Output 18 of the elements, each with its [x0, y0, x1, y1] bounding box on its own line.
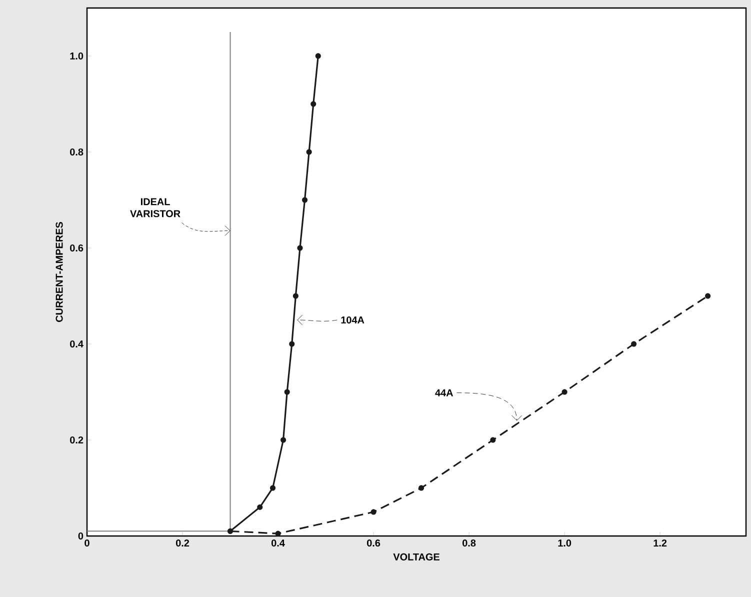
x-axis-title: VOLTAGE: [393, 553, 440, 560]
x-tick-label: 0.8: [462, 540, 476, 547]
text: IDEAL VARISTOR: [130, 198, 180, 218]
x-tick-label: 0.4: [271, 540, 285, 547]
y-tick-label: 0: [78, 532, 84, 540]
x-tick-label: 0.2: [176, 540, 190, 547]
x-tick-label: 1.0: [558, 540, 572, 547]
annotation: 104A: [341, 316, 364, 324]
y-tick-label: 0.8: [70, 148, 84, 156]
y-tick-label: 0.2: [70, 436, 84, 444]
x-tick-label: 0: [84, 540, 90, 547]
annotation: 44A: [435, 389, 454, 396]
x-tick-label: 1.2: [654, 540, 667, 546]
y-axis-title: CURRENT-AMPERES: [56, 222, 63, 322]
y-tick-label: 0.4: [70, 340, 84, 348]
y-tick-label: 1.0: [70, 52, 84, 60]
x-tick-label: 0.6: [366, 540, 380, 547]
y-tick-label: 0.6: [70, 244, 84, 252]
